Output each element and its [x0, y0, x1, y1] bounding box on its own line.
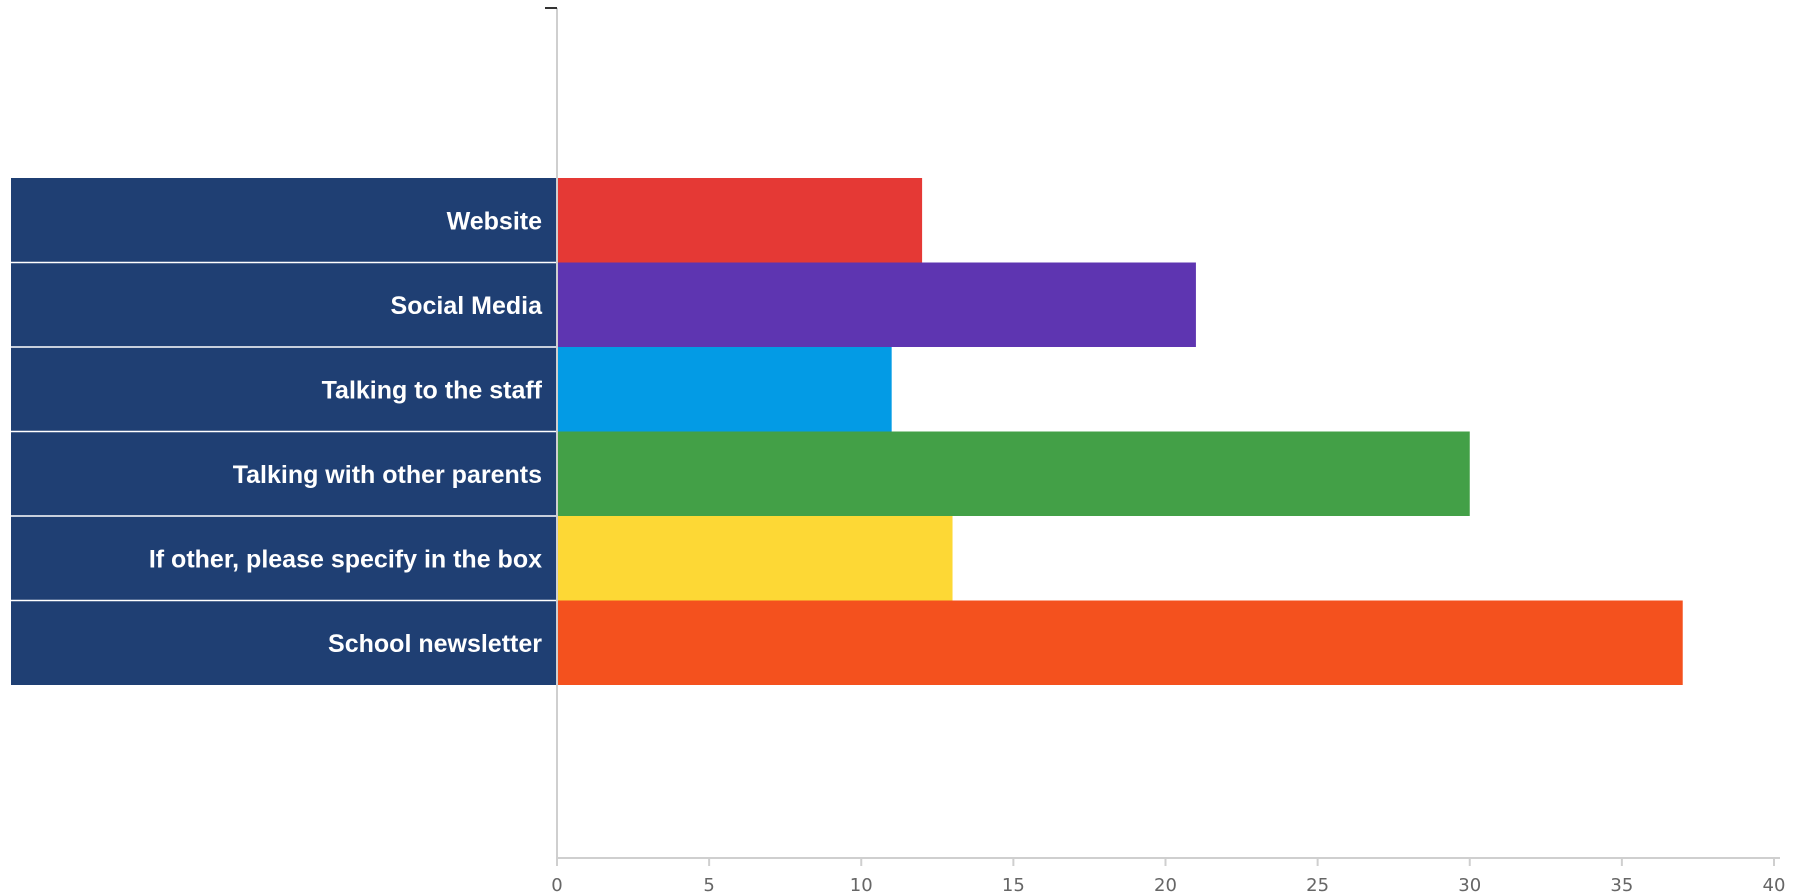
bar-if-other-please-specify-in-the-box	[557, 516, 953, 601]
category-label-school-newsletter: School newsletter	[328, 630, 542, 658]
x-tick-label: 10	[850, 875, 873, 896]
bars-group	[557, 178, 1683, 685]
x-tick-label: 0	[551, 875, 562, 896]
category-label-social-media: Social Media	[391, 292, 544, 320]
bar-website	[557, 178, 922, 263]
x-tick-label: 20	[1154, 875, 1177, 896]
x-tick-label: 15	[1002, 875, 1025, 896]
x-tick-label: 40	[1763, 875, 1786, 896]
bar-social-media	[557, 263, 1196, 348]
category-label-if-other-please-specify-in-the-box: If other, please specify in the box	[149, 545, 542, 573]
bar-school-newsletter	[557, 601, 1683, 686]
x-tick-label: 30	[1458, 875, 1481, 896]
x-axis-ticks: 0 5 10 15 20 25 30 35 40	[551, 858, 1785, 896]
bar-talking-to-the-staff	[557, 347, 892, 432]
category-label-website: Website	[447, 207, 542, 235]
category-label-talking-to-the-staff: Talking to the staff	[322, 376, 543, 404]
x-tick-label: 5	[703, 875, 714, 896]
category-label-panels	[11, 178, 557, 685]
category-label-talking-with-other-parents: Talking with other parents	[233, 461, 542, 489]
bar-talking-with-other-parents	[557, 432, 1470, 517]
x-tick-label: 25	[1306, 875, 1329, 896]
x-tick-label: 35	[1610, 875, 1633, 896]
